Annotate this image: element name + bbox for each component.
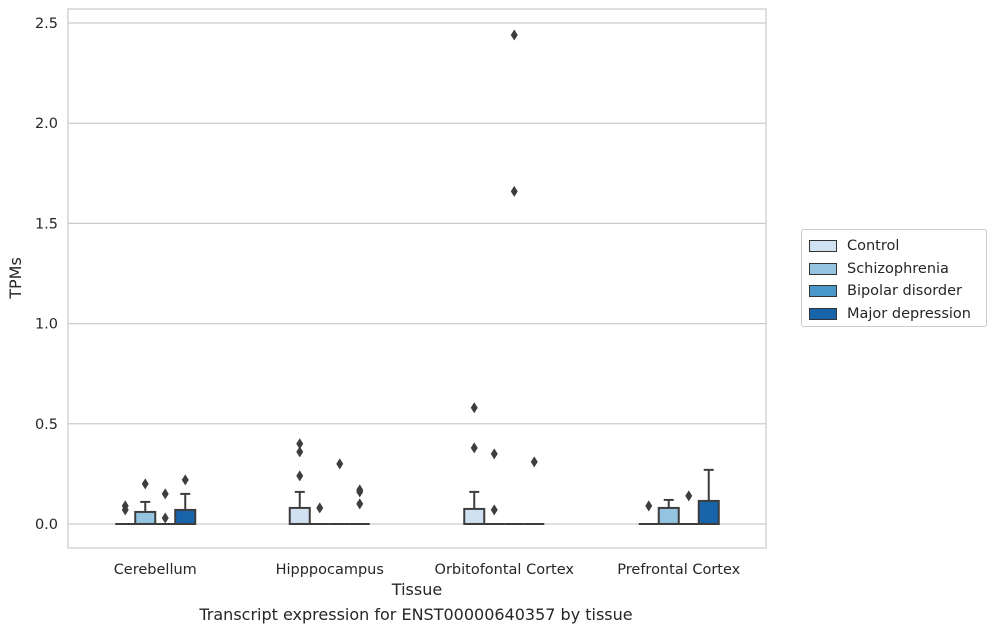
- box-group: [134, 478, 157, 525]
- y-tick-labels: 0.0 0.5 1.0 1.5 2.0 2.5: [35, 16, 58, 533]
- outlier-point: [316, 502, 324, 514]
- outlier-point: [490, 504, 498, 516]
- box-group: [638, 500, 659, 525]
- outlier-point: [141, 478, 149, 490]
- box: [134, 510, 157, 525]
- box: [174, 508, 197, 525]
- legend-label: Control: [847, 238, 900, 255]
- legend: Control Schizophrenia Bipolar disorder Majo…: [801, 229, 987, 327]
- outlier-point: [530, 456, 538, 468]
- y-tick-label: 0.0: [35, 517, 58, 533]
- outlier-point: [121, 500, 129, 512]
- box-group: [329, 458, 350, 525]
- box-group: [174, 474, 197, 525]
- box-group: [484, 448, 505, 525]
- legend-label: Major depression: [847, 305, 971, 322]
- y-tick-label: 1.5: [35, 216, 58, 232]
- legend-item: Schizophrenia: [809, 258, 986, 281]
- legend-label: Bipolar disorder: [847, 283, 962, 300]
- box-group: [657, 498, 680, 525]
- x-tick-label: Prefrontal Cortex: [617, 562, 740, 578]
- outlier-point: [490, 448, 498, 460]
- outlier-point: [645, 500, 653, 512]
- box: [697, 499, 720, 525]
- legend-item: Major depression: [809, 303, 986, 326]
- box: [288, 506, 311, 525]
- legend-swatch: [809, 307, 837, 320]
- outlier-point: [510, 29, 518, 41]
- legend-item: Control: [809, 235, 986, 258]
- plot-frame: [67, 8, 767, 549]
- box-group: [155, 488, 176, 525]
- box-group: [678, 490, 699, 525]
- chart-caption: Transcript expression for ENST0000064035…: [199, 605, 633, 624]
- outlier-point: [336, 458, 344, 470]
- legend-swatch: [809, 285, 837, 298]
- box-group: [115, 500, 136, 525]
- box: [657, 506, 680, 525]
- box-group: [463, 402, 486, 525]
- x-tick-label: Cerebellum: [114, 562, 197, 578]
- legend-item: Bipolar disorder: [809, 280, 986, 303]
- outlier-point: [161, 488, 169, 500]
- box-group: [349, 484, 370, 525]
- outlier-point: [296, 446, 304, 458]
- x-axis-label: Tissue: [391, 580, 442, 599]
- box: [463, 507, 486, 525]
- x-tick-label: Orbitofontal Cortex: [435, 562, 575, 578]
- box-group: [309, 502, 330, 525]
- outlier-point: [470, 402, 478, 414]
- y-grid: [68, 22, 766, 525]
- box-group: [288, 438, 311, 525]
- box-marks: [115, 29, 720, 525]
- legend-swatch: [809, 262, 837, 275]
- legend-label: Schizophrenia: [847, 260, 949, 277]
- x-tick-labels: Cerebellum Hipppocampus Orbitofontal Corte…: [114, 562, 741, 578]
- outlier-point: [470, 442, 478, 454]
- outlier-point: [510, 185, 518, 197]
- outlier-point: [685, 490, 693, 502]
- box-group: [524, 456, 545, 525]
- y-tick-label: 2.5: [35, 16, 58, 32]
- outlier-point: [161, 512, 169, 524]
- outlier-point: [296, 438, 304, 450]
- outlier-point: [181, 474, 189, 486]
- y-tick-label: 2.0: [35, 116, 58, 132]
- box-group: [504, 29, 525, 525]
- outlier-point: [356, 498, 364, 510]
- box-group: [697, 468, 720, 525]
- y-axis-label: TPMs: [6, 257, 25, 300]
- legend-swatch: [809, 240, 837, 253]
- outlier-point: [296, 470, 304, 482]
- y-tick-label: 1.0: [35, 317, 58, 333]
- y-tick-label: 0.5: [35, 417, 58, 433]
- x-tick-label: Hipppocampus: [276, 562, 384, 578]
- outlier-point: [356, 484, 364, 496]
